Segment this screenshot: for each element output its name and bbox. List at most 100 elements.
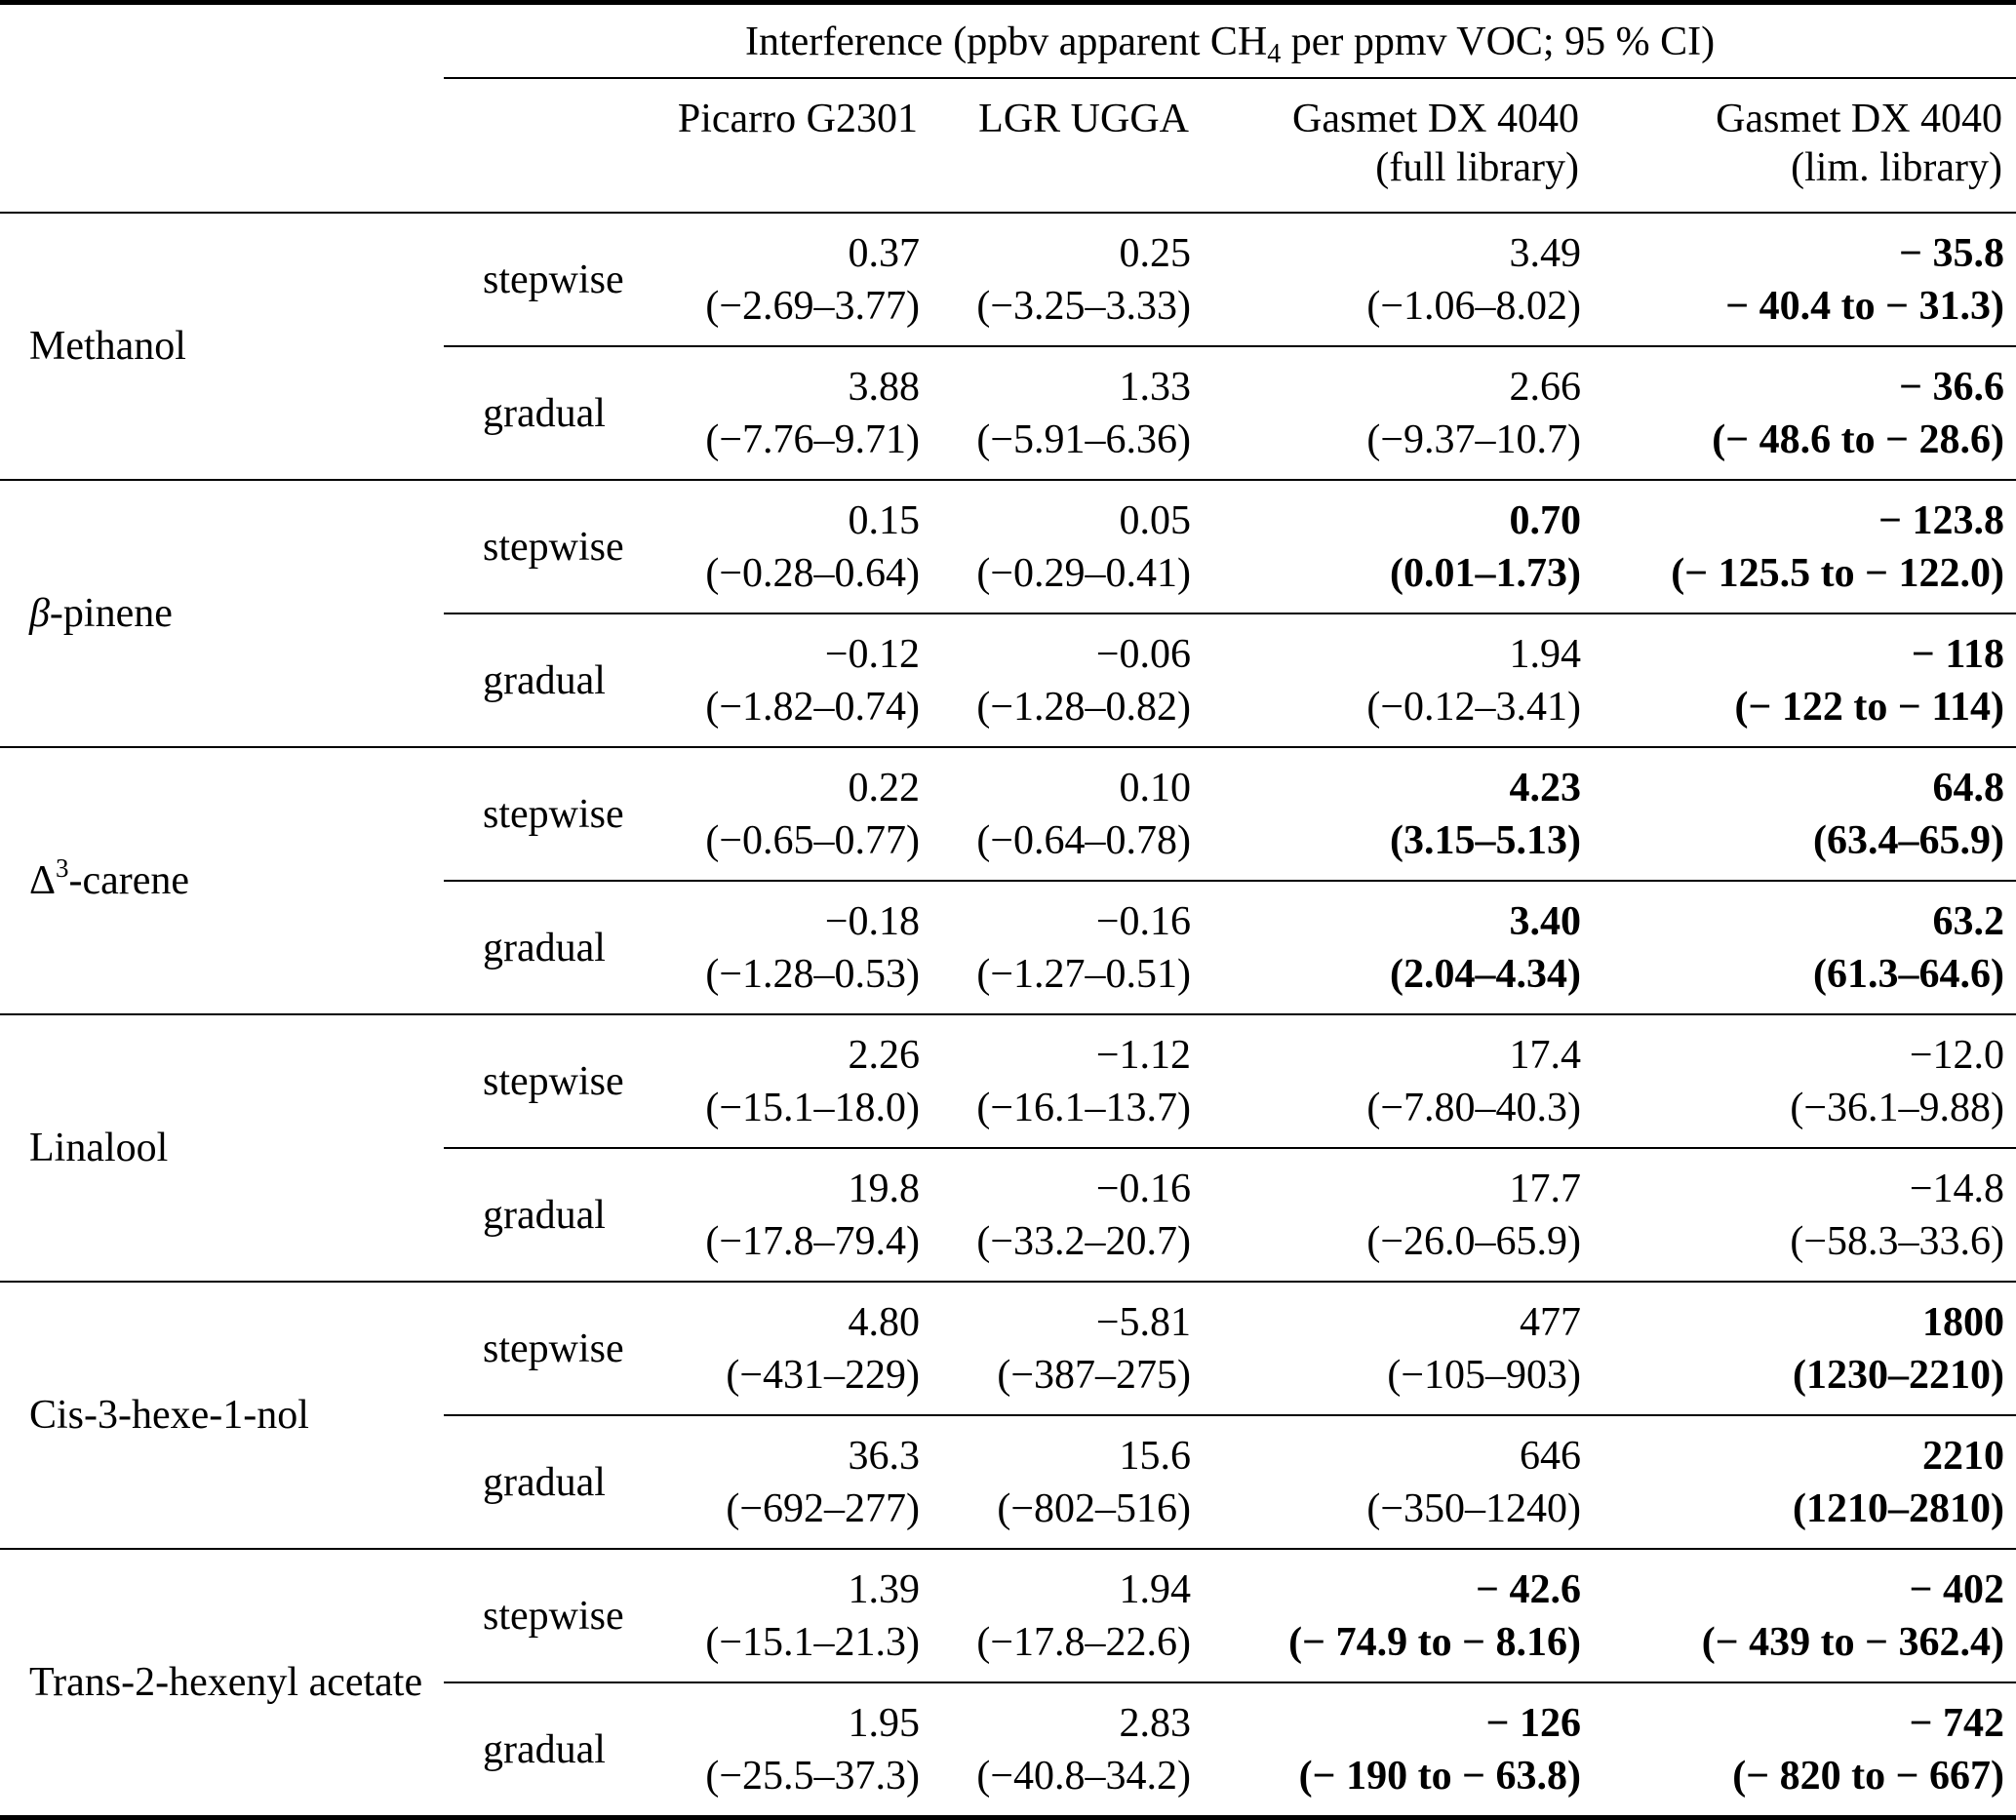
interference-value: −0.16: [1095, 1166, 1191, 1211]
table-row: gradual 3.88 (−7.76–9.71) 1.33 (−5.91–6.36) 2…: [0, 346, 2016, 480]
value-cell-gasmet-dx4040-lim: −14.8 (−58.3–33.6): [1593, 1148, 2016, 1282]
value-cell-picarro-g2301: 4.80 (−431–229): [639, 1281, 931, 1416]
interference-value: − 742: [1909, 1700, 2005, 1746]
interference-value: 0.70: [1509, 497, 1582, 543]
confidence-interval: (− 122 to − 114): [1734, 684, 2005, 730]
table-row: β-pinene stepwise 0.15 (−0.28–0.64) 0.05 (−0.…: [0, 479, 2016, 747]
confidence-interval: (−0.65–0.77): [705, 817, 920, 863]
confidence-interval: (−5.91–6.36): [976, 416, 1191, 462]
table-row: Cis-3-hexe-1-nol stepwise 4.80 (−431–229) −5…: [0, 1281, 2016, 1549]
confidence-interval: (− 190 to − 63.8): [1298, 1753, 1581, 1799]
table-row: gradual −0.12 (−1.82–0.74) −0.06 (−1.28–0.82…: [0, 613, 2016, 747]
interference-value: 1.95: [848, 1700, 921, 1746]
table-row: Δ3-carene stepwise 0.22 (−0.65–0.77) 0.10 (−0…: [0, 746, 2016, 1014]
title-text-post: per ppmv VOC; 95 % CI): [1281, 20, 1716, 64]
interference-value: 36.3: [848, 1433, 921, 1479]
confidence-interval: (−33.2–20.7): [976, 1218, 1191, 1264]
confidence-interval: (− 48.6 to − 28.6): [1712, 416, 2005, 462]
interference-value: 0.05: [1119, 497, 1192, 543]
confidence-interval: (−7.80–40.3): [1366, 1085, 1581, 1130]
value-cell-lgr-ugga: 0.05 (−0.29–0.41): [931, 479, 1203, 614]
mode-label-stepwise: stepwise: [444, 1548, 639, 1683]
interference-value: 3.88: [848, 364, 921, 410]
title-row: Interference (ppbv apparent CH4 per ppmv…: [0, 2, 2016, 79]
value-cell-picarro-g2301: 1.95 (−25.5–37.3): [639, 1682, 931, 1818]
confidence-interval: (− 820 to − 667): [1732, 1753, 2005, 1799]
value-cell-picarro-g2301: −0.12 (−1.82–0.74): [639, 613, 931, 747]
interference-value: − 42.6: [1476, 1566, 1581, 1612]
interference-value: 2.83: [1119, 1700, 1192, 1746]
interference-value: 1.94: [1509, 631, 1582, 677]
confidence-interval: (61.3–64.6): [1813, 951, 2005, 997]
confidence-interval: (−3.25–3.33): [976, 283, 1191, 329]
mode-label-gradual: gradual: [483, 1459, 606, 1505]
mode-label-stepwise: stepwise: [444, 1013, 639, 1149]
confidence-interval: (−692–277): [726, 1485, 920, 1531]
interference-value: −5.81: [1095, 1299, 1191, 1345]
mode-label-gradual: gradual: [483, 390, 606, 436]
confidence-interval: (−105–903): [1387, 1352, 1581, 1398]
interference-value: 64.8: [1932, 765, 2005, 811]
compound-label: Cis-3-hexe-1-nol: [0, 1281, 444, 1549]
column-header-line1: LGR UGGA: [978, 97, 1189, 141]
confidence-interval: (−36.1–9.88): [1790, 1085, 2005, 1130]
confidence-interval: (−9.37–10.7): [1366, 416, 1581, 462]
value-cell-picarro-g2301: 2.26 (−15.1–18.0): [639, 1013, 931, 1149]
confidence-interval: (−1.06–8.02): [1366, 283, 1581, 329]
value-cell-lgr-ugga: −5.81 (−387–275): [931, 1281, 1203, 1416]
interference-value: 1.33: [1119, 364, 1192, 410]
mode-label-stepwise: stepwise: [444, 479, 639, 614]
corner-cell-2: [0, 78, 444, 214]
compound-rest: -carene: [68, 858, 190, 903]
interference-value: 646: [1520, 1433, 1581, 1479]
title-subscript: 4: [1267, 39, 1282, 69]
compound-label: Linalool: [0, 1013, 444, 1282]
compound-rest: -pinene: [49, 591, 173, 636]
table-row: Trans-2-hexenyl acetate stepwise 1.39 (−15.…: [0, 1548, 2016, 1818]
compound-label: β-pinene: [0, 479, 444, 747]
mode-label-stepwise: stepwise: [444, 746, 639, 882]
table-row: gradual 36.3 (−692–277) 15.6 (−802–516) 646 (−…: [0, 1415, 2016, 1549]
value-cell-gasmet-dx4040-full: 2.66 (−9.37–10.7): [1203, 346, 1593, 480]
mode-column-header-empty: [444, 78, 639, 214]
compound-label: Methanol: [0, 212, 444, 480]
interference-value: −14.8: [1909, 1166, 2005, 1211]
value-cell-gasmet-dx4040-lim: 2210 (1210–2810): [1593, 1415, 2016, 1549]
confidence-interval: (1210–2810): [1793, 1485, 2005, 1531]
confidence-interval: (−802–516): [997, 1485, 1191, 1531]
confidence-interval: (−7.76–9.71): [705, 416, 920, 462]
confidence-interval: (−387–275): [997, 1352, 1191, 1398]
confidence-interval: (−1.28–0.82): [976, 684, 1191, 730]
confidence-interval: (1230–2210): [1793, 1352, 2005, 1398]
confidence-interval: (−2.69–3.77): [705, 283, 920, 329]
value-cell-picarro-g2301: 0.22 (−0.65–0.77): [639, 746, 931, 882]
column-header-picarro-g2301: Picarro G2301: [639, 78, 931, 214]
value-cell-gasmet-dx4040-lim: − 402 (− 439 to − 362.4): [1593, 1548, 2016, 1683]
interference-value: 0.37: [848, 230, 921, 276]
table-body: Methanol stepwise 0.37 (−2.69–3.77) 0.25 (−3.…: [0, 212, 2016, 1818]
interference-value: − 35.8: [1899, 230, 2005, 276]
mode-label-gradual: gradual: [483, 1726, 606, 1772]
compound-label: Δ3-carene: [0, 746, 444, 1014]
interference-value: 0.10: [1119, 765, 1192, 811]
compound-label: Trans-2-hexenyl acetate: [0, 1548, 444, 1818]
confidence-interval: (−15.1–21.3): [705, 1619, 920, 1665]
compound-base: β: [29, 591, 50, 636]
value-cell-picarro-g2301: 1.39 (−15.1–21.3): [639, 1548, 931, 1683]
confidence-interval: (−350–1240): [1366, 1485, 1581, 1531]
value-cell-gasmet-dx4040-lim: −12.0 (−36.1–9.88): [1593, 1013, 2016, 1149]
value-cell-lgr-ugga: 0.25 (−3.25–3.33): [931, 212, 1203, 347]
value-cell-gasmet-dx4040-full: 1.94 (−0.12–3.41): [1203, 613, 1593, 747]
compound-base: Linalool: [29, 1126, 169, 1170]
corner-cell: [0, 3, 444, 79]
value-cell-lgr-ugga: 2.83 (−40.8–34.2): [931, 1682, 1203, 1818]
mode-label-gradual: gradual: [483, 1192, 606, 1238]
column-header-line1: Gasmet DX 4040: [1292, 97, 1579, 141]
interference-value: 19.8: [848, 1166, 921, 1211]
value-cell-gasmet-dx4040-full: 3.40 (2.04–4.34): [1203, 881, 1593, 1014]
confidence-interval: (−0.29–0.41): [976, 550, 1191, 596]
table-header: Interference (ppbv apparent CH4 per ppmv…: [0, 2, 2016, 214]
confidence-interval: (0.01–1.73): [1390, 550, 1581, 596]
value-cell-gasmet-dx4040-lim: 1800 (1230–2210): [1593, 1281, 2016, 1416]
